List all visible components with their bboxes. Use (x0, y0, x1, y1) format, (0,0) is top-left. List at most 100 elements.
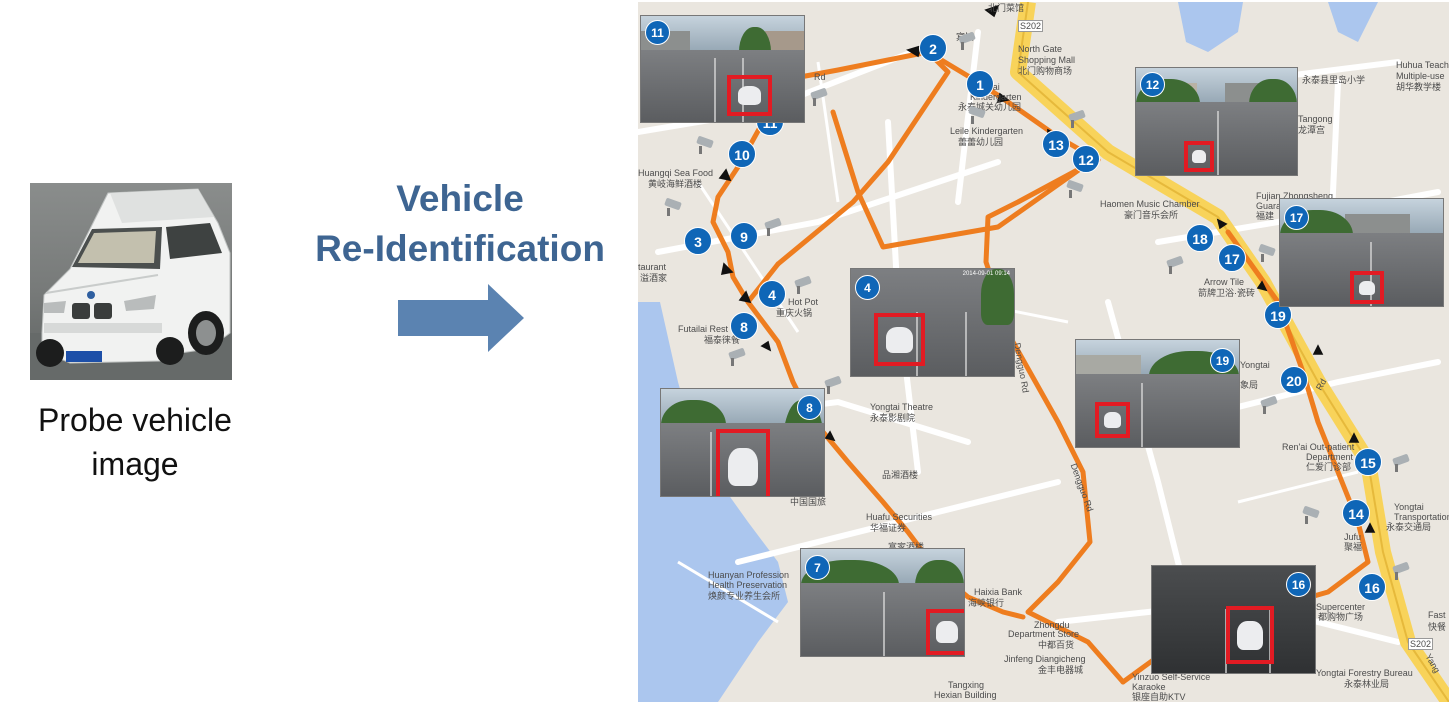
route-marker: 20 (1280, 366, 1308, 394)
snapshot-label: 7 (805, 555, 830, 580)
map-label: 永泰城关幼儿园 (958, 102, 1022, 112)
map-label: 富家酒楼 (888, 542, 925, 552)
route-marker: 17 (1218, 244, 1246, 272)
map-label: 中国国旅 (790, 497, 827, 507)
route-marker: 14 (1342, 499, 1370, 527)
right-arrow-icon (398, 284, 524, 352)
target-vehicle-highlight (1350, 271, 1384, 304)
title-line2: Re-Identification (315, 228, 605, 269)
method-title: Vehicle Re-Identification (290, 174, 630, 274)
map-label: Haixia Bank (974, 587, 1023, 597)
snapshot-label: 17 (1284, 205, 1309, 230)
map-label: 龙潭宫 (1298, 125, 1326, 135)
map-label: 华福证券 (870, 523, 907, 533)
route-marker: 1 (966, 70, 994, 98)
map-label: Tangong (1298, 114, 1333, 124)
surveillance-camera-icon (1260, 396, 1278, 414)
snapshot-label: 11 (645, 20, 670, 45)
map-label: Tangxing (948, 680, 985, 690)
map-label: 焕颜专业养生会所 (708, 591, 781, 601)
route-marker: 4 (758, 280, 786, 308)
surveillance-camera-icon (728, 348, 746, 366)
surveillance-camera-icon (958, 32, 976, 50)
target-vehicle-highlight (1184, 141, 1214, 172)
map-label: Shopping Mall (1018, 55, 1076, 65)
map-label: 金丰电器城 (1038, 665, 1084, 675)
map-label: 蕾蕾幼儿园 (958, 137, 1004, 147)
map-label: 北门购物商场 (1018, 66, 1073, 76)
target-vehicle-highlight (727, 75, 772, 116)
map-label: 永泰影剧院 (870, 413, 916, 423)
map-label: taurant (638, 262, 667, 272)
map-label: Fujian Zhongsheng (1256, 191, 1334, 201)
map-label: Fast (1428, 610, 1446, 620)
camera-snapshot: 4 2014-09-01 09:14 (850, 268, 1015, 377)
probe-vehicle-image (30, 183, 232, 380)
target-vehicle-highlight (1226, 606, 1274, 664)
map-label: 仁爱门诊部 (1306, 462, 1352, 472)
title-line1: Vehicle (396, 178, 524, 219)
map-label: 象局 (1240, 380, 1259, 390)
map-label: Yongtai (1394, 502, 1424, 512)
map-label: Transportation (1394, 512, 1449, 522)
map-label: 胡华教学楼 (1396, 82, 1442, 92)
map-label: Department (1306, 452, 1354, 462)
map-label: Multiple-use (1396, 71, 1445, 81)
surveillance-camera-icon (824, 376, 842, 394)
surveillance-camera-icon (1258, 244, 1276, 262)
camera-snapshot: 19 (1075, 339, 1240, 448)
map-label: 快餐 (1428, 622, 1447, 632)
route-marker: 18 (1186, 224, 1214, 252)
camera-snapshot: 7 (800, 548, 965, 657)
surveillance-camera-icon (664, 198, 682, 216)
map-label: S202 (1408, 638, 1434, 650)
map-label: 品湘酒楼 (882, 470, 919, 480)
surveillance-camera-icon (1302, 506, 1320, 524)
map-label: Huanyan Profession (708, 570, 790, 580)
map-label: Department Store (1008, 629, 1080, 639)
surveillance-camera-icon (810, 88, 828, 106)
route-marker: 16 (1358, 573, 1386, 601)
snapshot-label: 16 (1286, 572, 1311, 597)
map-label: S202 (1018, 20, 1044, 32)
probe-caption-line1: Probe vehicle (38, 402, 232, 438)
map-label: Zhongdu (1034, 620, 1070, 630)
target-vehicle-highlight (1095, 402, 1130, 438)
snapshot-label: 4 (855, 275, 880, 300)
map-label: 银座自助KTV (1132, 692, 1186, 702)
map-label: Futailai Rest (678, 324, 729, 334)
map-label: Ren'ai Out-patient (1282, 442, 1355, 452)
map-label: 溢酒家 (640, 273, 668, 283)
map-label: 海峡银行 (968, 598, 1005, 608)
map-label: Jufu (1344, 532, 1362, 542)
surveillance-camera-icon (1166, 256, 1184, 274)
map-label: 都购物广场 (1318, 612, 1364, 622)
map-label: Jinfeng Diangicheng (1004, 654, 1086, 664)
surveillance-camera-icon (1068, 110, 1086, 128)
route-marker: 13 (1042, 130, 1070, 158)
map-label: 北门菜馆 (988, 3, 1025, 13)
surveillance-camera-icon (764, 218, 782, 236)
camera-snapshot: 12 (1135, 67, 1298, 176)
map-label: Health Preservation (708, 580, 788, 590)
surveillance-camera-icon (1066, 180, 1084, 198)
map-label: 永泰林业局 (1344, 679, 1390, 689)
map-label: Haomen Music Chamber (1100, 199, 1200, 209)
route-marker: 2 (919, 34, 947, 62)
route-marker: 8 (730, 312, 758, 340)
surveillance-camera-icon (1392, 562, 1410, 580)
map-label: Huangqi Sea Food (638, 168, 714, 178)
snapshot-timestamp: 2014-09-01 09:14 (962, 271, 1010, 277)
route-marker: 3 (684, 227, 712, 255)
route-marker: 9 (730, 222, 758, 250)
snapshot-label: 19 (1210, 348, 1235, 373)
map-label: Karaoke (1132, 682, 1166, 692)
probe-caption-line2: image (91, 446, 179, 482)
camera-snapshot: 17 (1279, 198, 1444, 307)
map-label: Supercenter (1316, 602, 1366, 612)
map-label: 福泰徕餐 (704, 335, 741, 345)
map-label: Yongtai (1240, 360, 1270, 370)
map-label: 永泰县里岛小学 (1302, 75, 1366, 85)
camera-snapshot: 16 (1151, 565, 1316, 674)
map-label: Leile Kindergarten (950, 126, 1024, 136)
